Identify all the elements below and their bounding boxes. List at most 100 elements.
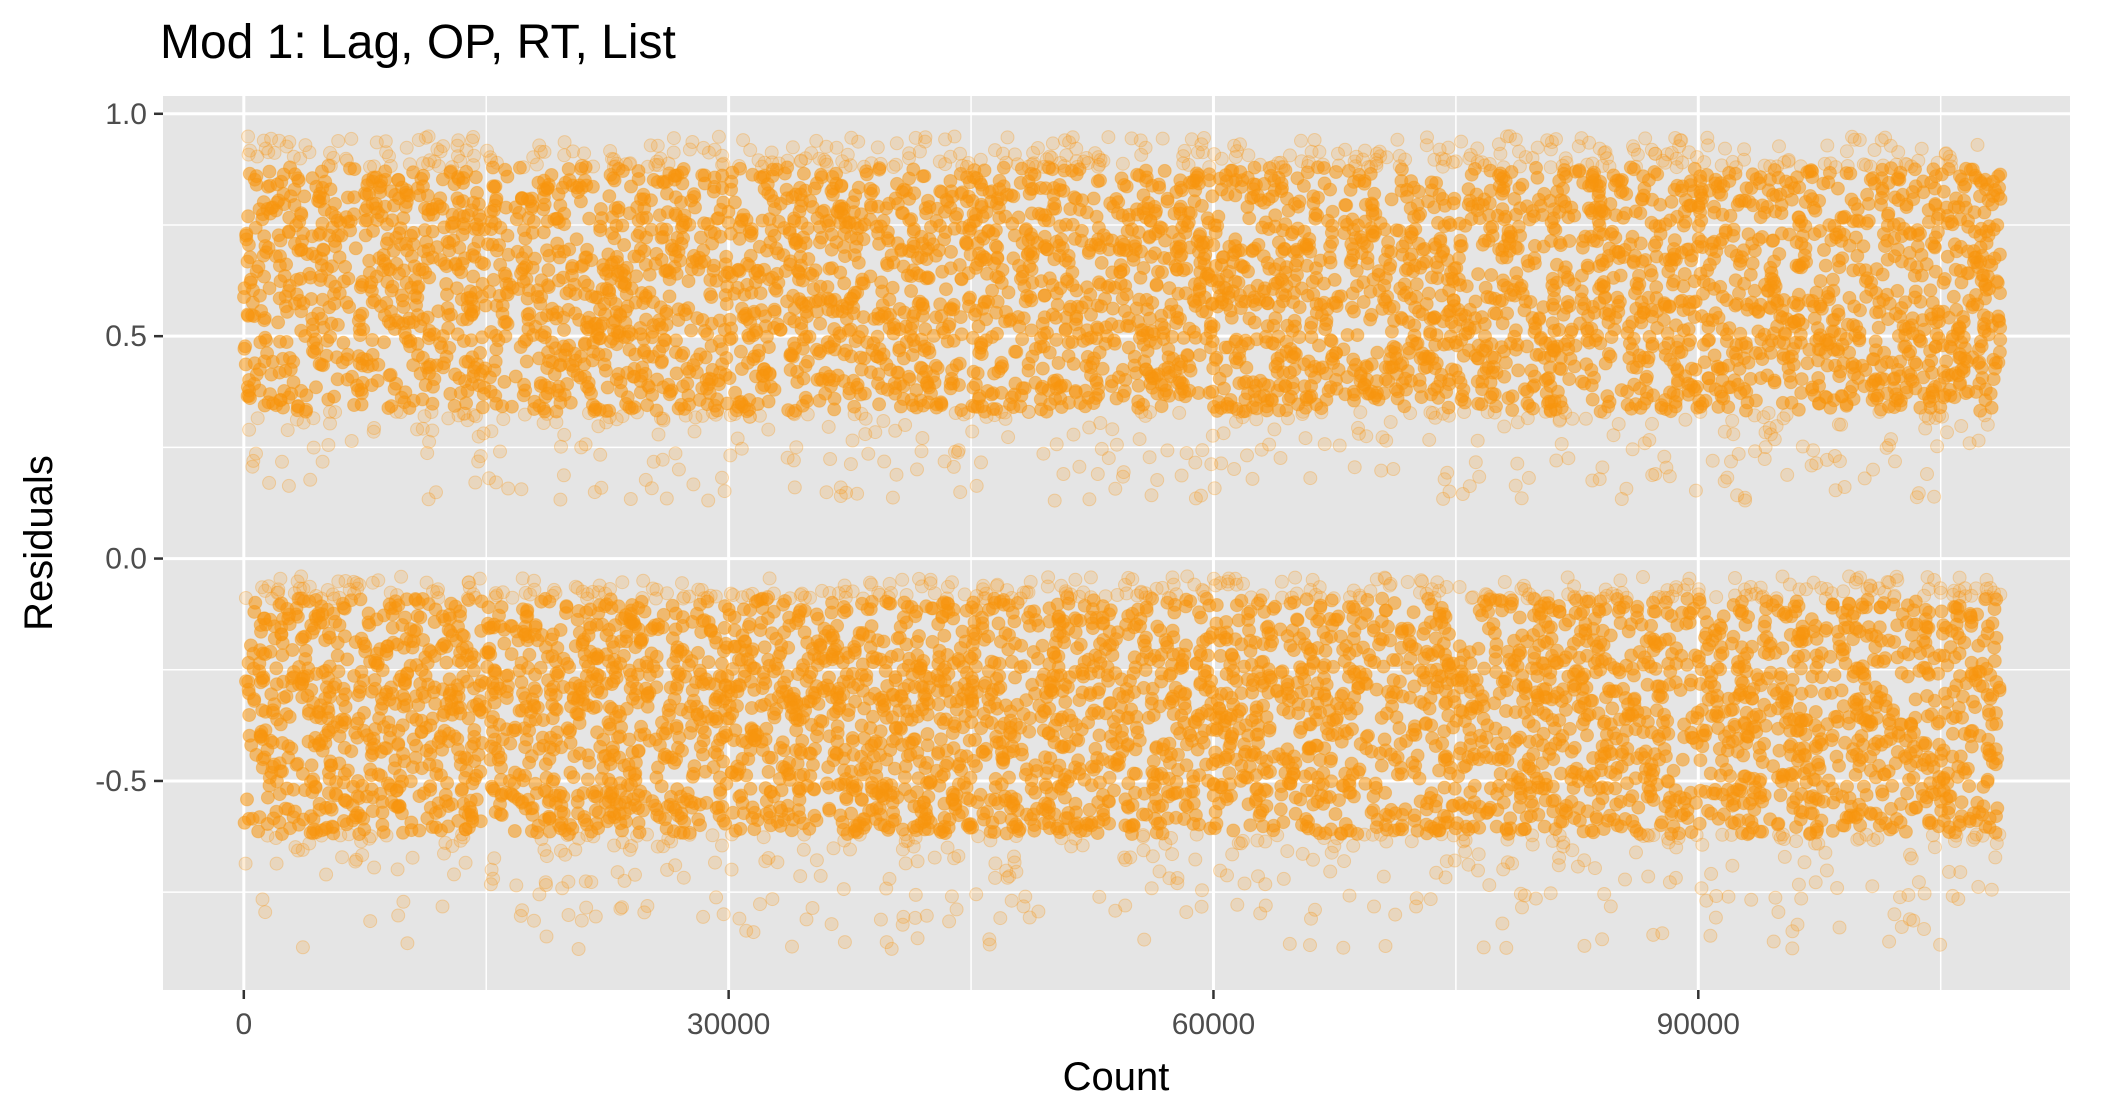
- data-point: [1371, 264, 1386, 279]
- data-point: [1114, 234, 1129, 249]
- data-point: [1072, 326, 1087, 341]
- data-point: [1192, 348, 1207, 363]
- data-point: [1725, 413, 1740, 428]
- data-point: [743, 143, 758, 157]
- data-point: [1825, 272, 1840, 287]
- data-point: [1721, 380, 1736, 395]
- data-point: [1543, 160, 1558, 175]
- data-point: [1353, 405, 1368, 420]
- data-point: [1306, 196, 1321, 211]
- data-point: [1878, 130, 1893, 145]
- data-point: [1115, 156, 1130, 171]
- data-point: [917, 343, 932, 358]
- data-point: [889, 467, 904, 482]
- data-point: [717, 484, 732, 499]
- data-point: [1670, 388, 1685, 403]
- data-point: [1784, 349, 1799, 364]
- data-point: [1859, 289, 1874, 304]
- data-point: [752, 239, 767, 254]
- data-point: [1629, 159, 1643, 174]
- data-point: [1268, 311, 1283, 326]
- data-point: [279, 335, 294, 349]
- data-point: [929, 310, 944, 325]
- data-point: [1611, 245, 1626, 260]
- data-point: [1598, 206, 1612, 221]
- data-point: [1856, 239, 1871, 254]
- data-point: [339, 352, 354, 367]
- data-point: [526, 214, 541, 229]
- data-point: [1632, 381, 1647, 396]
- data-point: [764, 223, 779, 238]
- data-point: [347, 190, 362, 205]
- data-point: [642, 267, 657, 282]
- data-point: [365, 333, 380, 347]
- data-point: [1279, 334, 1294, 349]
- data-point: [1511, 363, 1526, 378]
- data-point: [674, 236, 689, 251]
- data-point: [1535, 208, 1550, 222]
- data-point: [306, 440, 321, 455]
- data-point: [521, 312, 536, 327]
- data-point: [661, 156, 676, 171]
- data-point: [1242, 211, 1257, 226]
- data-point: [628, 295, 643, 310]
- data-point: [1656, 313, 1671, 327]
- data-point: [1508, 323, 1523, 338]
- data-point: [1638, 131, 1653, 146]
- data-point: [1422, 432, 1437, 447]
- data-point: [1360, 360, 1374, 375]
- data-point: [1094, 255, 1109, 270]
- data-point: [418, 130, 433, 145]
- data-point: [1094, 441, 1109, 456]
- data-point: [1331, 158, 1346, 173]
- data-point: [761, 422, 776, 437]
- data-point: [1511, 219, 1526, 234]
- data-point: [1776, 336, 1791, 350]
- data-point: [463, 284, 478, 299]
- data-point: [652, 208, 667, 223]
- data-point: [1164, 297, 1179, 312]
- data-point: [1142, 450, 1157, 465]
- data-point: [1294, 133, 1308, 148]
- data-point: [328, 405, 343, 420]
- data-point: [1595, 257, 1610, 272]
- data-point: [509, 212, 524, 227]
- data-point: [262, 475, 277, 490]
- data-point: [715, 148, 730, 163]
- data-point: [1647, 238, 1662, 253]
- data-point: [959, 159, 974, 174]
- data-point: [1144, 488, 1159, 503]
- data-point: [1794, 372, 1809, 387]
- data-point: [241, 129, 256, 144]
- data-point: [1403, 406, 1418, 421]
- data-point: [537, 197, 552, 212]
- data-point: [682, 364, 697, 379]
- data-point: [1846, 392, 1861, 406]
- data-point: [1065, 217, 1080, 232]
- data-point: [1117, 178, 1132, 192]
- data-point: [416, 156, 430, 171]
- data-point: [1260, 296, 1275, 311]
- data-point: [1993, 332, 2008, 347]
- data-point: [1499, 250, 1514, 265]
- data-point: [491, 333, 506, 348]
- data-point: [1645, 192, 1660, 207]
- data-point: [378, 199, 393, 214]
- data-point: [418, 265, 433, 280]
- data-point: [1045, 136, 1060, 151]
- data-point: [1715, 207, 1730, 222]
- data-point: [1131, 378, 1146, 393]
- data-point: [321, 159, 336, 174]
- data-point: [1679, 242, 1694, 257]
- data-point: [253, 335, 268, 350]
- data-point: [789, 440, 804, 455]
- data-point: [1116, 469, 1130, 484]
- data-point: [1468, 455, 1483, 470]
- data-point: [478, 361, 493, 376]
- data-point: [1611, 417, 1626, 431]
- data-point: [1753, 210, 1768, 225]
- data-point: [827, 292, 842, 307]
- data-point: [1902, 320, 1916, 335]
- data-point: [1641, 290, 1656, 305]
- data-point: [1483, 390, 1498, 405]
